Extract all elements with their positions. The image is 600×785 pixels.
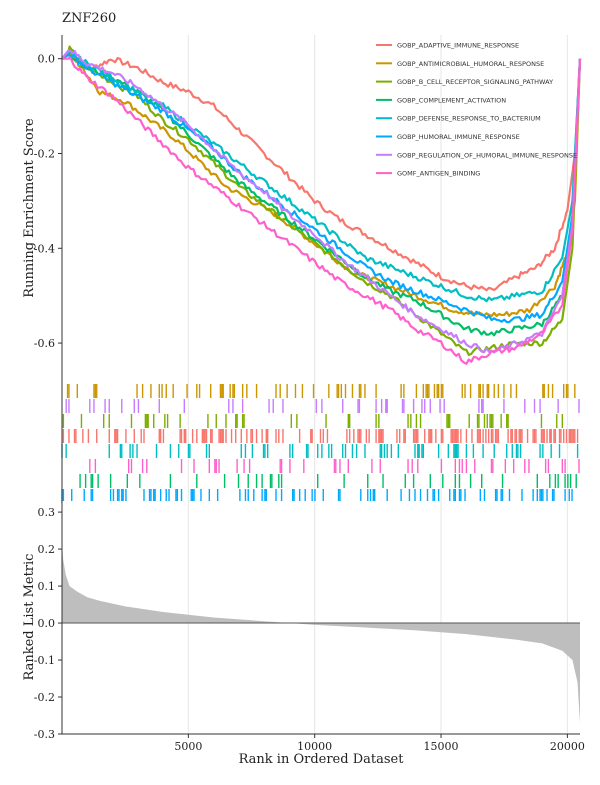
legend-entry: GOBP_B_CELL_RECEPTOR_SIGNALING_PATHWAY [397,78,553,86]
x-tick-label: 20000 [550,740,585,753]
bottom-y-ticks: 0.3 0.2 0.1 0.0 -0.1 -0.2 -0.3 [34,506,62,741]
bottom-y-tick-label: -0.2 [34,691,55,704]
bottom-y-tick-label: -0.3 [34,728,55,741]
bottom-y-axis-label: Ranked List Metric [22,554,37,681]
series-line-0 [61,52,582,292]
enrichment-lines [61,45,582,365]
bottom-y-tick-label: 0.2 [38,543,56,556]
legend-entry: GOMF_ANTIGEN_BINDING [397,170,480,178]
x-tick-label: 5000 [174,740,202,753]
x-tick-label: 10000 [297,740,332,753]
top-y-ticks: 0.0 -0.2 -0.4 -0.6 [34,53,62,350]
series-line-6 [61,49,582,354]
legend-entry: GOBP_ANTIMICROBIAL_HUMORAL_RESPONSE [397,60,544,68]
top-y-tick-label: -0.4 [34,242,55,255]
top-y-tick-label: -0.2 [34,147,55,160]
bottom-y-tick-label: 0.3 [38,506,56,519]
gene-hits-rug-panel [61,381,580,503]
legend: GOBP_ADAPTIVE_IMMUNE_RESPONSE GOBP_ANTIMI… [376,42,577,178]
series-line-7 [61,56,582,365]
top-y-tick-label: -0.6 [34,337,55,350]
top-y-axis-label: Running Enrichment Score [22,118,37,298]
ranked-metric-area [62,545,580,723]
bottom-y-tick-label: 0.0 [38,617,56,630]
bottom-x-ticks: 5000 10000 15000 20000 [174,734,585,753]
legend-entry: GOBP_COMPLEMENT_ACTIVATION [397,96,506,104]
series-line-4 [61,50,582,303]
enrichment-score-panel: 0.0 -0.2 -0.4 -0.6 ZNF260 Running Enrichmen… [22,11,582,381]
x-axis-label: Rank in Ordered Dataset [239,752,405,767]
ranked-metric-panel: 0.3 0.2 0.1 0.0 -0.1 -0.2 -0.3 5000 10000 15000 2… [22,501,585,767]
legend-entry: GOBP_HUMORAL_IMMUNE_RESPONSE [397,133,520,141]
legend-entry: GOBP_ADAPTIVE_IMMUNE_RESPONSE [397,42,519,50]
legend-entry: GOBP_DEFENSE_RESPONSE_TO_BACTERIUM [397,115,541,123]
bottom-y-tick-label: -0.1 [34,654,55,667]
rug-marks [61,384,580,503]
top-panel-background [62,35,580,381]
chart-title: ZNF260 [62,11,116,26]
bottom-y-tick-label: 0.1 [38,580,56,593]
top-y-tick-label: 0.0 [38,53,56,66]
legend-entry: GOBP_REGULATION_OF_HUMORAL_IMMUNE_RESPON… [397,151,577,159]
x-tick-label: 15000 [424,740,459,753]
series-line-5 [61,53,582,324]
